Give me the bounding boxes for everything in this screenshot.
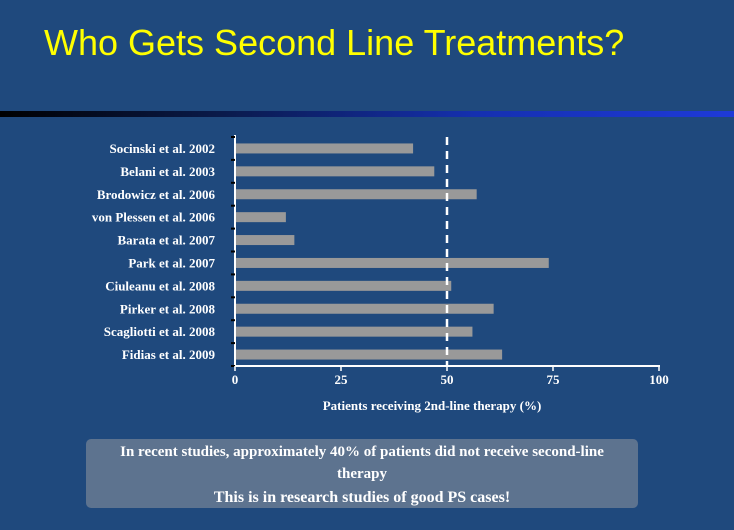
x-tick-label: 100 <box>649 372 669 387</box>
bar <box>235 280 452 291</box>
bar <box>235 143 414 154</box>
bar <box>235 212 286 223</box>
category-label: Belani et al. 2003 <box>120 164 215 179</box>
category-label: Pirker et al. 2008 <box>120 301 216 316</box>
bar <box>235 189 477 200</box>
category-label: von Plessen et al. 2006 <box>92 210 216 225</box>
bar <box>235 166 435 177</box>
x-tick-label: 75 <box>547 372 561 387</box>
title-divider <box>0 111 734 117</box>
bar <box>235 303 494 314</box>
callout-box: In recent studies, approximately 40% of … <box>86 439 638 508</box>
category-label: Park et al. 2007 <box>128 255 215 270</box>
bar <box>235 349 503 360</box>
x-tick-label: 0 <box>232 372 239 387</box>
category-label: Socinski et al. 2002 <box>110 141 215 156</box>
bar <box>235 257 549 268</box>
bar <box>235 326 473 337</box>
x-axis-title: Patients receiving 2nd-line therapy (%) <box>323 398 542 413</box>
slide-title: Who Gets Second Line Treatments? <box>44 22 625 63</box>
x-tick-label: 50 <box>441 372 454 387</box>
category-label: Ciuleanu et al. 2008 <box>105 278 215 293</box>
callout-text: In recent studies, approximately 40% of … <box>120 444 604 482</box>
category-label: Barata et al. 2007 <box>118 233 216 248</box>
callout-emphasis: This is in research studies of good PS c… <box>213 489 511 506</box>
category-label: Brodowicz et al. 2006 <box>97 187 216 202</box>
bar-chart: Socinski et al. 2002 Belani et al. 2003 Br… <box>92 135 669 413</box>
x-tick-label: 25 <box>335 372 349 387</box>
category-label: Fidias et al. 2009 <box>122 347 216 362</box>
category-label: Scagliotti et al. 2008 <box>104 324 216 339</box>
bar <box>235 235 295 246</box>
